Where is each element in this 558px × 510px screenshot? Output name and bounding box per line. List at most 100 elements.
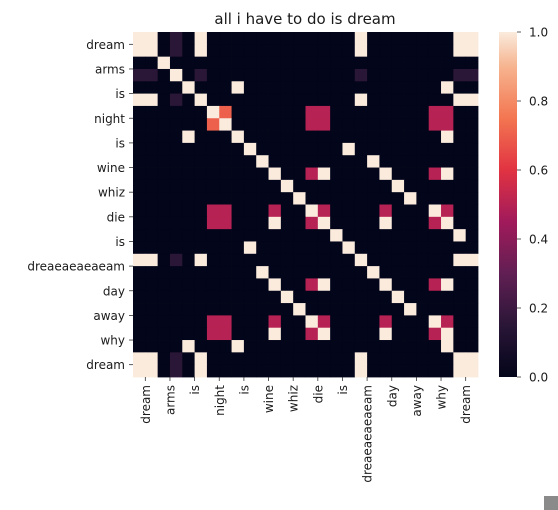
heatmap-cell: [170, 118, 183, 131]
heatmap-cell: [367, 328, 380, 341]
heatmap-cell: [342, 217, 355, 230]
heatmap-cell: [466, 229, 479, 242]
heatmap-cell: [453, 155, 466, 168]
heatmap-cell: [367, 291, 380, 304]
heatmap-cell: [416, 81, 429, 94]
heatmap-cell: [219, 352, 232, 365]
heatmap-cell: [318, 94, 331, 107]
heatmap-cell: [306, 254, 319, 267]
heatmap-cell: [219, 69, 232, 82]
heatmap-cell: [404, 278, 417, 291]
heatmap-cell: [392, 44, 405, 57]
heatmap-cell: [269, 315, 282, 328]
heatmap-cell: [466, 241, 479, 254]
y-tick-label: day: [103, 284, 125, 298]
heatmap-cell: [306, 155, 319, 168]
heatmap-cell: [441, 168, 454, 181]
heatmap-cell: [182, 340, 195, 353]
heatmap-cell: [306, 192, 319, 205]
heatmap-cell: [158, 365, 171, 378]
heatmap-cell: [219, 365, 232, 378]
heatmap-cell: [379, 291, 392, 304]
heatmap-cell: [379, 217, 392, 230]
heatmap-cell: [195, 229, 208, 242]
heatmap-cell: [416, 192, 429, 205]
x-tick-label: is: [336, 385, 350, 395]
heatmap-cell: [404, 217, 417, 230]
heatmap-cell: [306, 69, 319, 82]
heatmap-cell: [416, 118, 429, 131]
heatmap-cell: [170, 328, 183, 341]
heatmap-cell: [429, 180, 442, 193]
heatmap-cell: [281, 118, 294, 131]
heatmap-cell: [182, 241, 195, 254]
heatmap-cell: [269, 241, 282, 254]
heatmap-cell: [158, 131, 171, 144]
heatmap-cell: [170, 266, 183, 279]
heatmap-cell: [379, 241, 392, 254]
heatmap-cell: [244, 291, 257, 304]
heatmap-cell: [379, 328, 392, 341]
heatmap-cell: [453, 315, 466, 328]
heatmap-cell: [293, 303, 306, 316]
heatmap-cell: [404, 328, 417, 341]
heatmap-cell: [367, 241, 380, 254]
heatmap-cell: [318, 57, 331, 70]
heatmap-cell: [133, 106, 146, 119]
y-tick-label: dream: [86, 358, 125, 372]
y-tick-label: away: [93, 309, 125, 323]
heatmap-cell: [392, 328, 405, 341]
heatmap-cell: [232, 254, 245, 267]
heatmap-cell: [416, 217, 429, 230]
heatmap-cell: [145, 32, 158, 45]
heatmap-cell: [182, 118, 195, 131]
heatmap-cell: [293, 118, 306, 131]
heatmap-cell: [466, 303, 479, 316]
heatmap-cell: [244, 205, 257, 218]
heatmap-cell: [342, 303, 355, 316]
heatmap-cell: [306, 131, 319, 144]
heatmap-cell: [195, 254, 208, 267]
heatmap-cell: [429, 291, 442, 304]
heatmap-cell: [256, 118, 269, 131]
heatmap-cell: [244, 155, 257, 168]
heatmap-cell: [306, 205, 319, 218]
heatmap-cell: [219, 44, 232, 57]
heatmap-cell: [342, 131, 355, 144]
heatmap-cell: [367, 340, 380, 353]
heatmap-cell: [416, 44, 429, 57]
heatmap-cell: [281, 229, 294, 242]
heatmap-cell: [429, 57, 442, 70]
heatmap-cell: [256, 57, 269, 70]
heatmap-cell: [244, 241, 257, 254]
heatmap-cell: [416, 229, 429, 242]
heatmap-cell: [293, 155, 306, 168]
heatmap-cell: [269, 32, 282, 45]
heatmap-cell: [244, 192, 257, 205]
heatmap-cell: [269, 131, 282, 144]
heatmap-cell: [269, 205, 282, 218]
heatmap-cell: [182, 69, 195, 82]
heatmap-cell: [133, 131, 146, 144]
heatmap-cell: [207, 69, 220, 82]
heatmap-cell: [256, 44, 269, 57]
x-tick-label: dreaeaeaeaeam: [361, 385, 375, 483]
heatmap-cell: [244, 57, 257, 70]
heatmap-cell: [244, 69, 257, 82]
heatmap-cell: [355, 69, 368, 82]
heatmap-cell: [158, 44, 171, 57]
heatmap-cell: [170, 365, 183, 378]
heatmap-cell: [453, 229, 466, 242]
heatmap-cell: [466, 44, 479, 57]
heatmap-cell: [318, 217, 331, 230]
heatmap-cell: [133, 168, 146, 181]
heatmap-cell: [355, 143, 368, 156]
heatmap-cell: [281, 217, 294, 230]
heatmap-cell: [207, 168, 220, 181]
heatmap-cell: [182, 155, 195, 168]
heatmap-cell: [416, 278, 429, 291]
heatmap-cell: [466, 315, 479, 328]
heatmap-cell: [244, 81, 257, 94]
heatmap-cell: [244, 118, 257, 131]
heatmap-cell: [256, 291, 269, 304]
